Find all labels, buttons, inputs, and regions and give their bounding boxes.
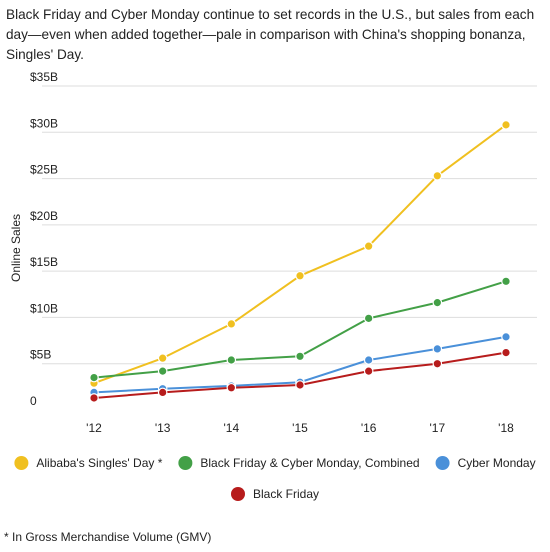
data-point: [501, 347, 511, 358]
data-point: [363, 366, 374, 376]
data-point: [226, 355, 237, 365]
y-axis-title: Online Sales: [9, 214, 23, 282]
y-axis-ticks: 0 $5B $10B $15B $20B $25B $30B $35B: [30, 70, 58, 408]
chart-footnote: * In Gross Merchandise Volume (GMV): [4, 530, 212, 544]
y-tick-label: 0: [30, 394, 37, 408]
data-point: [501, 276, 511, 287]
x-tick-label: '16: [361, 421, 377, 435]
series-1: [89, 276, 511, 383]
x-tick-label: '14: [224, 421, 240, 435]
data-point: [157, 387, 168, 398]
chart-subtitle: Black Friday and Cyber Monday continue t…: [6, 7, 535, 62]
data-point: [157, 366, 168, 376]
legend-item: Cyber Monday: [435, 456, 536, 470]
legend-label: Cyber Monday: [458, 456, 536, 470]
data-point: [432, 358, 443, 369]
x-tick-label: '12: [86, 421, 102, 435]
y-tick-label: $25B: [30, 163, 58, 177]
data-point: [226, 319, 237, 329]
series-0: [89, 120, 511, 388]
y-tick-label: $20B: [30, 209, 58, 223]
data-point: [226, 382, 237, 393]
series-lines: [89, 120, 511, 403]
y-tick-label: $15B: [30, 255, 58, 269]
data-point: [501, 120, 511, 130]
y-tick-label: $35B: [30, 70, 58, 84]
legend-swatch: [14, 456, 29, 470]
legend: Alibaba's Singles' Day * Black Friday & C…: [14, 456, 536, 501]
x-axis-ticks: '12 '13 '14 '15 '16 '17 '18: [86, 421, 514, 435]
legend-item: Black Friday: [230, 487, 319, 501]
data-point: [363, 313, 374, 324]
data-point: [295, 270, 305, 281]
legend-item: Alibaba's Singles' Day *: [14, 456, 163, 470]
data-point: [432, 297, 443, 308]
data-point: [432, 344, 443, 354]
series-line: [93, 124, 507, 385]
data-point: [363, 241, 374, 251]
data-point: [157, 353, 168, 363]
legend-swatch: [230, 487, 245, 501]
data-point: [89, 393, 99, 403]
legend-label: Alibaba's Singles' Day *: [36, 456, 162, 470]
data-point: [432, 170, 443, 181]
data-point: [295, 380, 305, 390]
x-tick-label: '15: [292, 421, 308, 435]
legend-label: Black Friday & Cyber Monday, Combined: [200, 456, 419, 470]
legend-swatch: [178, 456, 193, 470]
x-tick-label: '13: [155, 421, 171, 435]
gridlines: [42, 85, 537, 411]
x-tick-label: '17: [430, 421, 446, 435]
series-3: [89, 347, 511, 403]
legend-label: Black Friday: [253, 487, 319, 501]
y-tick-label: $10B: [30, 301, 58, 315]
data-point: [295, 351, 305, 362]
x-tick-label: '18: [498, 421, 514, 435]
y-tick-label: $30B: [30, 116, 58, 130]
data-point: [363, 355, 374, 365]
legend-swatch: [435, 456, 450, 470]
y-tick-label: $5B: [30, 348, 51, 362]
data-point: [89, 372, 99, 383]
data-point: [501, 332, 511, 342]
legend-item: Black Friday & Cyber Monday, Combined: [178, 456, 420, 470]
